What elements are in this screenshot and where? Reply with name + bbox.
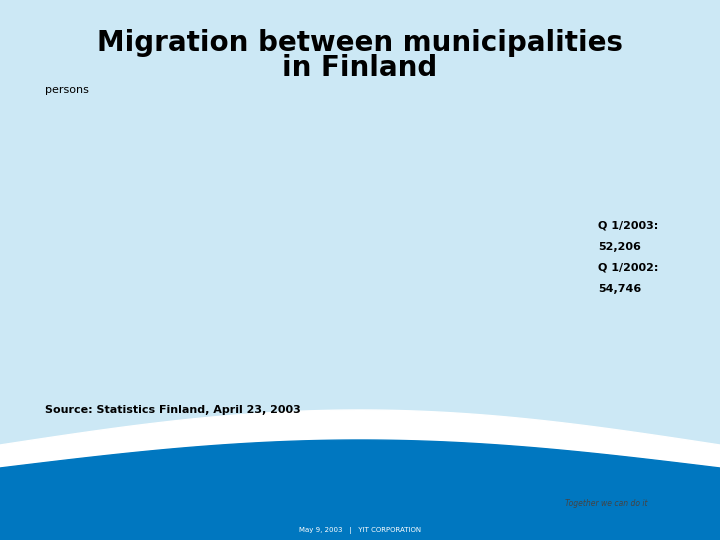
Polygon shape <box>0 0 720 432</box>
Text: May 9, 2003   |   YIT CORPORATION: May 9, 2003 | YIT CORPORATION <box>299 528 421 535</box>
Text: Together we can do it: Together we can do it <box>565 498 647 508</box>
Polygon shape <box>0 410 720 540</box>
Text: in Finland: in Finland <box>282 54 438 82</box>
Text: 54,746: 54,746 <box>598 284 642 294</box>
Text: Q 1/2002:: Q 1/2002: <box>598 262 658 272</box>
Text: Migration between municipalities: Migration between municipalities <box>97 29 623 57</box>
Text: YIT: YIT <box>647 489 697 517</box>
Text: Source: Statistics Finland, April 23, 2003: Source: Statistics Finland, April 23, 20… <box>45 405 301 415</box>
Polygon shape <box>0 440 720 540</box>
Text: 52,206: 52,206 <box>598 242 641 252</box>
Text: Q 1/2003:: Q 1/2003: <box>598 220 658 230</box>
Text: persons: persons <box>45 85 89 95</box>
